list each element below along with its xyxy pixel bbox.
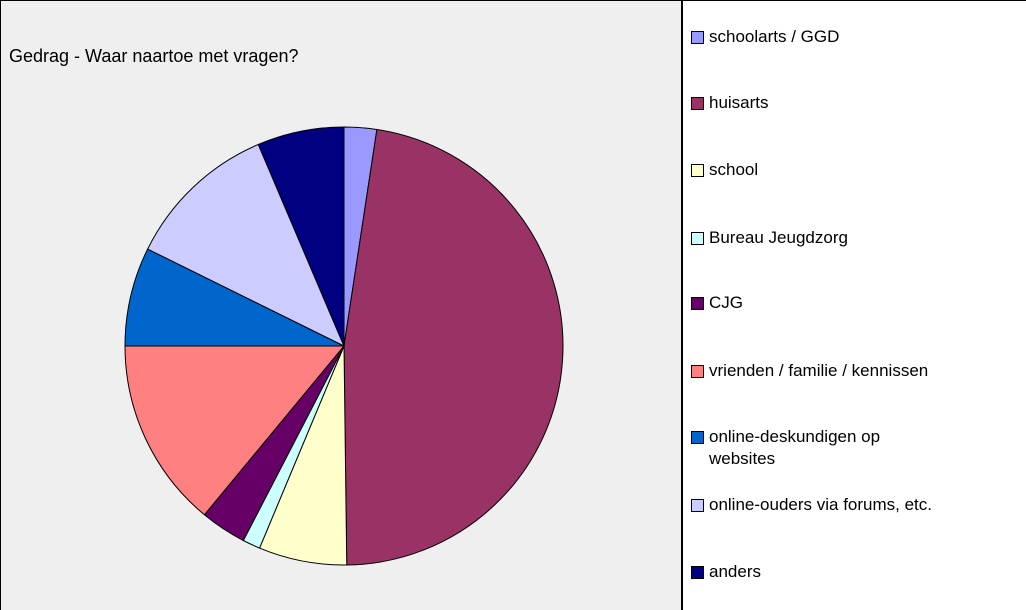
legend-swatch xyxy=(691,232,704,245)
legend-item: huisarts xyxy=(691,92,769,114)
plot-area: Gedrag - Waar naartoe met vragen? xyxy=(0,0,682,610)
chart-title: Gedrag - Waar naartoe met vragen? xyxy=(9,46,299,66)
legend-swatch xyxy=(691,31,704,44)
legend-label: school xyxy=(709,160,759,179)
legend-swatch xyxy=(691,164,704,177)
legend-item: online-ouders via forums, etc. xyxy=(691,494,932,516)
legend-swatch xyxy=(691,499,704,512)
legend-item: vrienden / familie / kennissen xyxy=(691,360,928,382)
pie-slice xyxy=(124,345,346,516)
legend-swatch xyxy=(691,97,704,110)
legend-swatch xyxy=(691,566,704,579)
legend-label: Bureau Jeugdzorg xyxy=(709,228,848,247)
legend-label: online-ouders via forums, etc. xyxy=(709,495,932,514)
legend-swatch xyxy=(691,431,704,444)
legend-item: online-deskundigen op websites xyxy=(691,426,880,470)
pie-slice xyxy=(343,128,564,566)
pie xyxy=(124,126,564,566)
legend-label: huisarts xyxy=(709,93,769,112)
pie-slice xyxy=(146,143,345,348)
legend-label: vrienden / familie / kennissen xyxy=(709,361,929,380)
legend-swatch xyxy=(691,297,704,310)
legend-label: online-deskundigen op websites xyxy=(709,427,881,468)
legend-label: schoolarts / GGD xyxy=(709,27,840,46)
legend-item: schoolarts / GGD xyxy=(691,26,839,48)
legend-item: anders xyxy=(691,561,761,583)
legend-item: CJG xyxy=(691,292,743,314)
legend-label: CJG xyxy=(709,293,743,312)
legend-item: school xyxy=(691,159,758,181)
legend: schoolarts / GGD huisarts school Bureau Jeu… xyxy=(682,0,1026,610)
pie-slice xyxy=(124,248,345,347)
pie-slice xyxy=(257,126,345,347)
legend-label: anders xyxy=(709,562,761,581)
legend-swatch xyxy=(691,365,704,378)
legend-item: Bureau Jeugdzorg xyxy=(691,227,848,249)
